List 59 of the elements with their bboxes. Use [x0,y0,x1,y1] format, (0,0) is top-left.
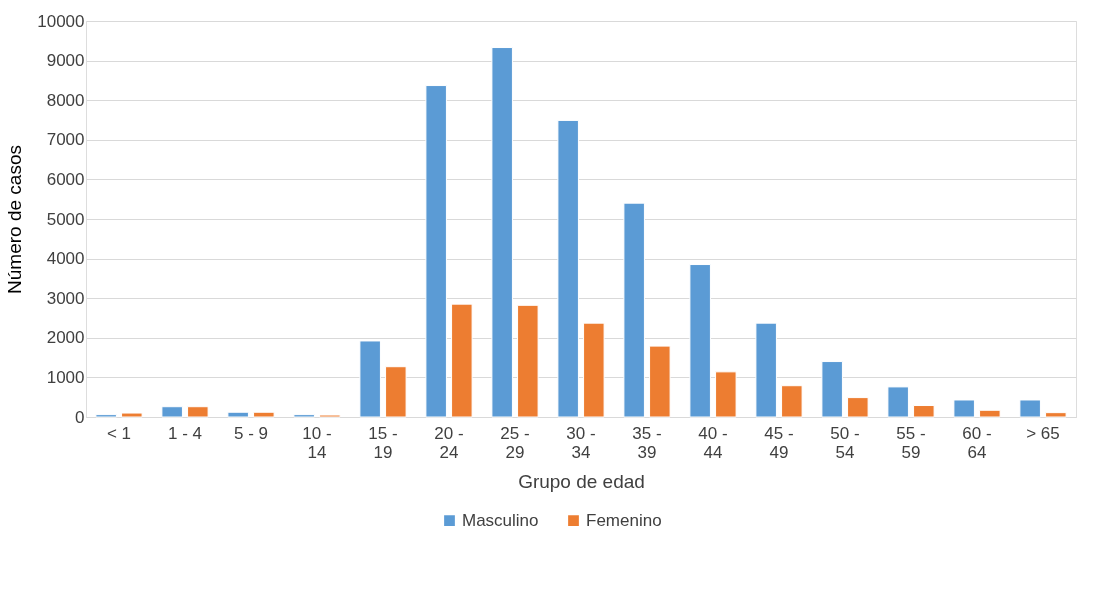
y-tick-label: 0 [75,407,85,427]
y-tick-label: 1000 [46,367,85,387]
x-tick-label: 50 - 54 [830,423,860,462]
bar [121,412,143,418]
x-tick-label: 15 - 19 [368,423,398,462]
x-tick-label: < 1 [106,423,132,443]
y-tick-label: 4000 [46,249,85,269]
x-tick-label: 55 - 59 [896,423,926,462]
y-tick-label: 9000 [46,51,85,71]
bar [1045,412,1067,418]
bar [425,85,447,418]
bar [227,411,249,418]
bar [689,264,711,418]
y-tick-label: 2000 [46,328,85,348]
x-tick-label: 5 - 9 [233,423,269,443]
bar [953,399,975,418]
bar [385,366,407,418]
bar [359,340,381,418]
bar [781,385,803,418]
y-tick-label: 6000 [46,169,85,189]
bar [491,47,513,418]
bar [913,405,935,418]
bar [847,397,869,418]
bar [161,406,183,418]
x-tick-label: 45 - 49 [764,423,794,462]
x-axis-title: Grupo de edad [518,470,645,492]
bar [253,411,275,418]
bar [623,202,645,418]
x-tick-label: 30 - 34 [566,423,596,462]
bar [451,303,473,418]
x-tick-label: 40 - 44 [698,423,728,462]
bar [557,119,579,418]
bar [821,361,843,418]
bar [187,406,209,418]
bar [1019,399,1041,418]
bar [293,414,315,418]
bar [887,386,909,418]
y-tick-label: 8000 [46,90,85,110]
y-axis-title: Número de casos [4,145,26,294]
bar [979,409,1001,418]
x-tick-label: 60 - 64 [962,423,992,462]
y-tick-label: 3000 [46,288,85,308]
y-tick-label: 10000 [37,11,85,31]
x-tick-label: > 65 [1026,423,1060,443]
x-tick-label: 25 - 29 [500,423,530,462]
x-tick-label: 20 - 24 [434,423,464,462]
bar [517,304,539,418]
bar [715,371,737,418]
bar [583,322,605,418]
bar [755,322,777,418]
legend-label: Masculino [462,510,539,530]
x-tick-label: 35 - 39 [632,423,662,462]
y-tick-label: 7000 [46,130,85,150]
bar [95,414,117,418]
x-tick-label: 10 - 14 [302,423,332,462]
bar [649,345,671,418]
y-tick-label: 5000 [46,209,85,229]
x-tick-label: 1 - 4 [167,423,203,443]
legend-label: Femenino [586,510,662,530]
